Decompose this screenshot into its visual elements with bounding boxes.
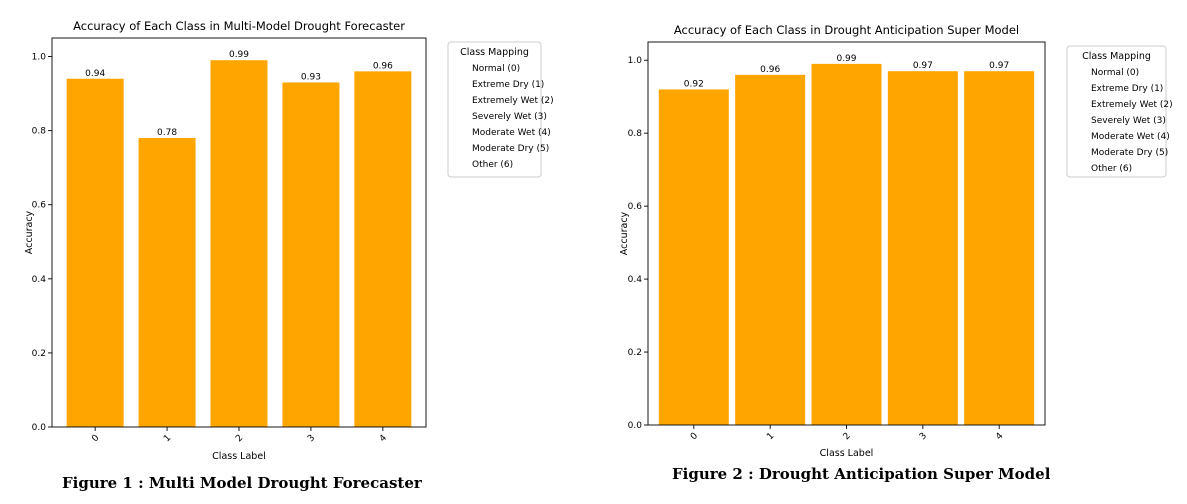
bar-class-3: [887, 71, 958, 425]
chart-2: Accuracy of Each Class in Drought Antici…: [619, 23, 1173, 459]
x-tick-label: 4: [994, 431, 1005, 442]
chart-title: Accuracy of Each Class in Drought Antici…: [674, 23, 1019, 37]
legend-box: [1066, 45, 1167, 178]
bar-class-2: [811, 63, 882, 426]
x-tick-label: 4: [378, 433, 389, 444]
legend: Class Mapping Normal (0) Extreme Dry (1) Ex…: [447, 41, 554, 178]
x-tick-label: 0: [90, 433, 101, 444]
y-tick-label: 0.6: [32, 201, 47, 211]
data-label: 0.96: [760, 65, 780, 75]
legend-item: Moderate Wet (4): [1091, 132, 1170, 142]
y-tick-label: 0.4: [628, 275, 643, 285]
legend-title: Class Mapping: [460, 47, 529, 58]
x-tick-label: 1: [162, 433, 173, 444]
y-tick-label: 1.0: [628, 56, 643, 66]
x-tick-label: 3: [306, 433, 317, 444]
legend-item: Severely Wet (3): [472, 112, 547, 122]
legend-box: [447, 41, 542, 178]
data-label: 0.94: [85, 69, 105, 79]
y-tick-label: 0.0: [628, 421, 643, 431]
bar-class-0: [658, 89, 729, 426]
bar-class-1: [735, 74, 806, 425]
figure-2-caption: Figure 2 : Drought Anticipation Super Mo…: [672, 465, 1051, 483]
chart-1: Accuracy of Each Class in Multi-Model Dr…: [24, 19, 554, 462]
data-label: 0.97: [913, 61, 933, 71]
bar-class-4: [354, 71, 412, 427]
bar-class-1: [138, 138, 196, 427]
legend-item: Severely Wet (3): [1091, 116, 1166, 126]
y-tick-label: 1.0: [32, 53, 47, 63]
legend-item: Moderate Dry (5): [472, 144, 549, 154]
legend-item: Moderate Wet (4): [472, 128, 551, 138]
legend-item: Extremely Wet (2): [1091, 100, 1173, 110]
bar-class-4: [964, 71, 1035, 425]
y-axis-label: Accuracy: [619, 211, 630, 255]
data-label: 0.78: [157, 128, 177, 138]
x-axis-label: Class Label: [212, 451, 266, 462]
data-label: 0.97: [989, 61, 1009, 71]
bar-class-3: [282, 82, 340, 427]
y-tick-label: 0.2: [628, 348, 642, 358]
y-tick-label: 0.6: [628, 202, 643, 212]
x-axis-label: Class Label: [820, 448, 874, 459]
legend-item: Normal (0): [1091, 68, 1139, 78]
bar-class-2: [210, 60, 268, 427]
bar-class-0: [66, 78, 124, 427]
legend-title: Class Mapping: [1082, 51, 1151, 62]
x-tick-label: 2: [842, 431, 853, 442]
data-label: 0.93: [301, 72, 321, 82]
legend-item: Extreme Dry (1): [1091, 84, 1163, 94]
y-tick-label: 0.2: [32, 349, 46, 359]
y-tick-label: 0.0: [32, 423, 47, 433]
data-label: 0.96: [373, 61, 393, 71]
legend: Class Mapping Normal (0) Extreme Dry (1) Ex…: [1066, 45, 1173, 178]
figure-1-caption: Figure 1 : Multi Model Drought Forecaste…: [62, 474, 422, 492]
x-tick-label: 3: [918, 431, 929, 442]
legend-item: Moderate Dry (5): [1091, 148, 1168, 158]
data-label: 0.99: [229, 50, 249, 60]
legend-item: Other (6): [1091, 164, 1132, 174]
x-tick-label: 1: [765, 431, 776, 442]
data-label: 0.99: [836, 54, 856, 64]
legend-item: Other (6): [472, 160, 513, 170]
legend-item: Normal (0): [472, 64, 520, 74]
y-tick-label: 0.8: [32, 127, 47, 137]
legend-item: Extreme Dry (1): [472, 80, 544, 90]
legend-item: Extremely Wet (2): [472, 96, 554, 106]
y-axis-label: Accuracy: [24, 210, 35, 254]
y-tick-label: 0.8: [628, 129, 643, 139]
chart-title: Accuracy of Each Class in Multi-Model Dr…: [73, 19, 405, 33]
x-tick-label: 2: [234, 433, 245, 444]
y-tick-label: 0.4: [32, 275, 47, 285]
x-tick-label: 0: [689, 431, 700, 442]
data-label: 0.92: [684, 79, 704, 89]
